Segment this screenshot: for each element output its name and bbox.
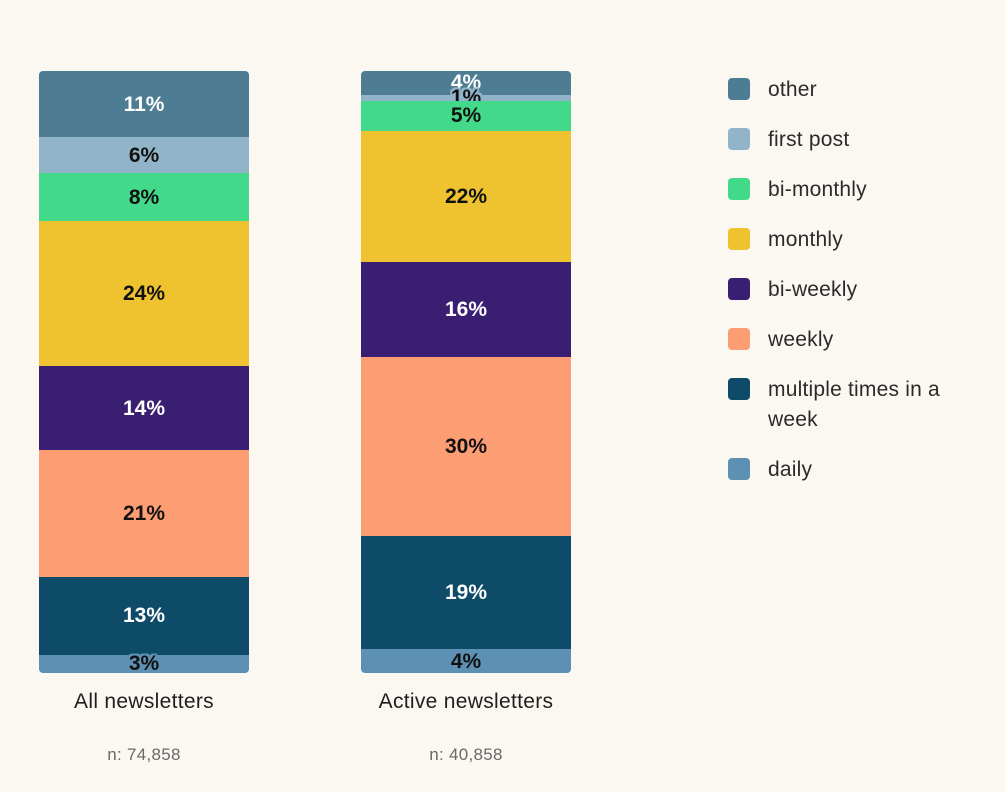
legend-item-monthly[interactable]: monthly bbox=[728, 225, 986, 255]
segment-value-label: 21% bbox=[122, 501, 166, 525]
bar-segment-daily: 3% bbox=[39, 652, 249, 673]
bar-segment-monthly: 22% bbox=[361, 130, 571, 262]
legend-swatch-first-post bbox=[728, 128, 750, 150]
segment-value-label: 24% bbox=[122, 282, 166, 306]
segment-value-label: 6% bbox=[128, 143, 160, 167]
legend-label-daily: daily bbox=[768, 458, 813, 481]
bar-segment-bi-monthly: 8% bbox=[39, 173, 249, 222]
legend-label-monthly: monthly bbox=[768, 228, 843, 251]
segment-value-label: 3% bbox=[128, 652, 160, 673]
legend-item-bi-weekly[interactable]: bi-weekly bbox=[728, 275, 986, 305]
legend-swatch-weekly bbox=[728, 328, 750, 350]
legend-item-multiple-times-in-a-week[interactable]: multiple times in a week bbox=[728, 375, 986, 435]
legend-label-bi-monthly: bi-monthly bbox=[768, 178, 867, 201]
bar-column-active-newsletters: 4% 1% 5% 22% 16% 30% 19% 4% Active newsletters n:… bbox=[361, 71, 571, 765]
bar-segment-weekly: 21% bbox=[39, 450, 249, 577]
bar-sample-size-active-newsletters: n: 40,858 bbox=[429, 745, 503, 764]
bar-segment-multiple-times-in-a-week: 19% bbox=[361, 535, 571, 650]
bar-segment-bi-weekly: 14% bbox=[39, 365, 249, 451]
segment-value-label: 13% bbox=[122, 604, 166, 628]
bar-segment-bi-monthly: 5% bbox=[361, 100, 571, 131]
legend-swatch-daily bbox=[728, 458, 750, 480]
segment-value-label: 4% bbox=[450, 649, 482, 673]
legend: other first post bi-monthly monthly bi-weekl… bbox=[728, 75, 986, 485]
bar-segment-daily: 4% bbox=[361, 649, 571, 673]
segment-value-label: 8% bbox=[128, 185, 160, 209]
legend-item-daily[interactable]: daily bbox=[728, 455, 986, 485]
legend-label-first-post: first post bbox=[768, 128, 850, 151]
bar-segment-bi-weekly: 16% bbox=[361, 261, 571, 358]
segment-value-label: 30% bbox=[444, 434, 488, 458]
bar-segment-monthly: 24% bbox=[39, 221, 249, 366]
legend-item-weekly[interactable]: weekly bbox=[728, 325, 986, 355]
segment-value-label: 5% bbox=[450, 104, 482, 128]
legend-item-bi-monthly[interactable]: bi-monthly bbox=[728, 175, 986, 205]
stacked-bar-active-newsletters: 4% 1% 5% 22% 16% 30% 19% 4% bbox=[361, 71, 571, 673]
legend-swatch-other bbox=[728, 78, 750, 100]
bar-title-all-newsletters: All newsletters bbox=[74, 690, 214, 713]
segment-value-label: 16% bbox=[444, 297, 488, 321]
segment-value-label: 19% bbox=[444, 580, 488, 604]
segment-value-label: 11% bbox=[123, 92, 165, 116]
legend-item-other[interactable]: other bbox=[728, 75, 986, 105]
legend-swatch-bi-monthly bbox=[728, 178, 750, 200]
bar-segment-weekly: 30% bbox=[361, 357, 571, 536]
bar-title-active-newsletters: Active newsletters bbox=[378, 690, 554, 713]
legend-swatch-bi-weekly bbox=[728, 278, 750, 300]
stacked-bar-all-newsletters: 11% 6% 8% 24% 14% 21% 13% 3% bbox=[39, 71, 249, 673]
bar-sample-size-all-newsletters: n: 74,858 bbox=[107, 745, 181, 764]
bar-segment-multiple-times-in-a-week: 13% bbox=[39, 576, 249, 655]
bar-column-all-newsletters: 11% 6% 8% 24% 14% 21% 13% 3% All newsletters n: 7… bbox=[39, 71, 249, 765]
bar-segment-other: 4% bbox=[361, 71, 571, 95]
bar-segment-other: 11% bbox=[39, 71, 249, 138]
legend-item-first-post[interactable]: first post bbox=[728, 125, 986, 155]
legend-label-weekly: weekly bbox=[768, 328, 834, 351]
segment-value-label: 4% bbox=[450, 71, 482, 95]
segment-value-label: 22% bbox=[444, 184, 488, 208]
segment-value-label: 14% bbox=[122, 396, 166, 420]
legend-label-multiple-times-in-a-week: multiple times in a week bbox=[768, 378, 940, 431]
legend-label-bi-weekly: bi-weekly bbox=[768, 278, 858, 301]
legend-label-other: other bbox=[768, 78, 817, 101]
legend-swatch-monthly bbox=[728, 228, 750, 250]
legend-swatch-multiple-times-in-a-week bbox=[728, 378, 750, 400]
bar-segment-first-post: 6% bbox=[39, 137, 249, 174]
